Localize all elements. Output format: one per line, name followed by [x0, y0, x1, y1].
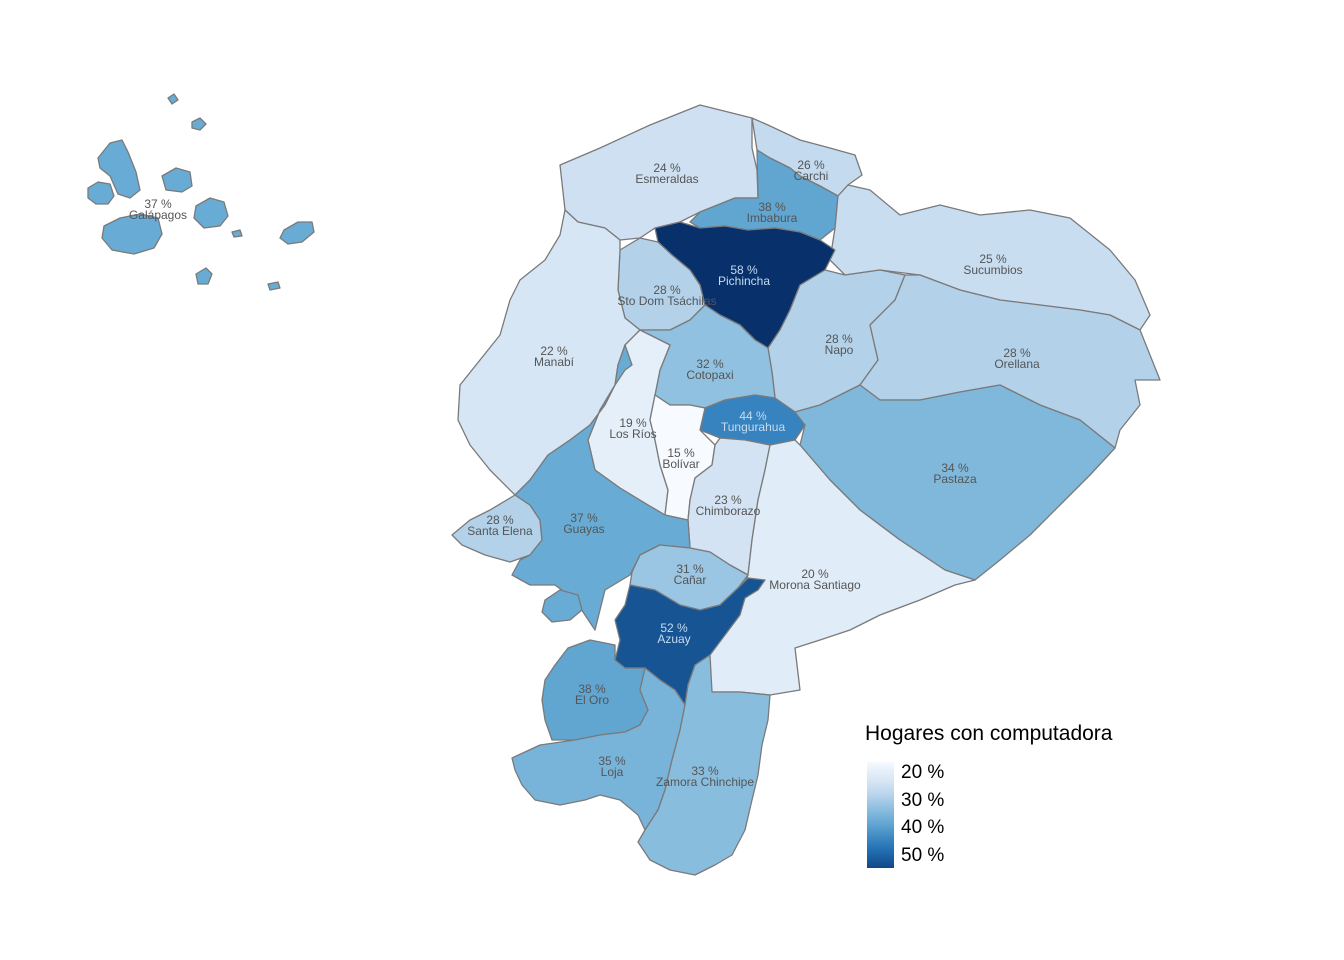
province-value-label-cotopaxi: 32 % — [696, 357, 724, 371]
province-name-label-pastaza: Pastaza — [933, 472, 977, 486]
province-shape-guayas — [511, 344, 691, 631]
legend-title: Hogares con computadora — [865, 722, 1113, 745]
province-guayas — [511, 344, 691, 631]
province-shape-galapagos — [193, 197, 229, 229]
province-name-label-galapagos: Galápagos — [129, 208, 187, 222]
province-shape-galapagos — [191, 117, 207, 131]
province-tungurahua — [699, 394, 806, 446]
province-shape-galapagos — [161, 167, 193, 193]
province-shape-zamora — [637, 654, 771, 876]
province-shape-galapagos — [97, 139, 141, 199]
province-name-label-orellana: Orellana — [994, 357, 1040, 371]
province-shape-galapagos — [101, 213, 163, 255]
province-value-label-bolivar: 15 % — [667, 446, 695, 460]
province-shape-galapagos — [87, 181, 115, 205]
province-value-label-pichincha: 58 % — [730, 263, 758, 277]
province-value-label-guayas: 37 % — [570, 511, 598, 525]
province-zamora — [637, 654, 771, 876]
province-value-label-loja: 35 % — [598, 754, 626, 768]
province-name-label-manabi: Manabí — [534, 355, 575, 369]
province-value-label-zamora: 33 % — [691, 764, 719, 778]
legend-tick-label: 30 % — [901, 789, 945, 811]
legend-color-bar — [867, 762, 894, 868]
province-name-label-loja: Loja — [601, 765, 624, 779]
province-value-label-orellana: 28 % — [1003, 346, 1031, 360]
province-value-label-los-rios: 19 % — [619, 416, 647, 430]
province-value-label-esmeraldas: 24 % — [653, 161, 681, 175]
province-name-label-morona: Morona Santiago — [769, 578, 861, 592]
province-name-label-cotopaxi: Cotopaxi — [686, 368, 733, 382]
province-shape-galapagos — [195, 267, 213, 285]
province-value-label-galapagos: 37 % — [144, 197, 172, 211]
legend-tick-label: 20 % — [901, 762, 945, 784]
province-name-label-el-oro: El Oro — [575, 693, 609, 707]
province-shape-galapagos — [267, 281, 281, 291]
province-name-label-napo: Napo — [825, 343, 854, 357]
province-name-label-guayas: Guayas — [563, 522, 604, 536]
province-value-label-canar: 31 % — [676, 562, 704, 576]
province-value-label-carchi: 26 % — [797, 158, 825, 172]
province-name-label-chimborazo: Chimborazo — [696, 504, 761, 518]
province-name-label-azuay: Azuay — [657, 632, 690, 646]
legend-tick-label: 50 % — [901, 844, 945, 866]
province-name-label-santa-elena: Santa Elena — [467, 524, 533, 538]
province-shape-tungurahua — [699, 394, 806, 446]
province-value-label-sto-dom: 28 % — [653, 283, 681, 297]
province-name-label-los-rios: Los Ríos — [609, 427, 656, 441]
province-name-label-imbabura: Imbabura — [747, 211, 798, 225]
province-value-label-azuay: 52 % — [660, 621, 688, 635]
province-name-label-zamora: Zamora Chinchipe — [656, 775, 754, 789]
legend-tick-label: 40 % — [901, 817, 945, 839]
province-value-label-sucumbios: 25 % — [979, 252, 1007, 266]
province-name-label-tungurahua: Tungurahua — [721, 420, 786, 434]
province-shape-galapagos — [231, 229, 243, 238]
province-value-label-napo: 28 % — [825, 332, 853, 346]
province-name-label-sto-dom: Sto Dom Tsáchilas — [617, 294, 716, 308]
province-value-label-imbabura: 38 % — [758, 200, 786, 214]
province-name-label-esmeraldas: Esmeraldas — [635, 172, 698, 186]
province-name-label-carchi: Carchi — [794, 169, 829, 183]
province-value-label-pastaza: 34 % — [941, 461, 969, 475]
province-galapagos — [87, 93, 315, 291]
province-shape-galapagos — [279, 221, 315, 245]
province-name-label-sucumbios: Sucumbios — [963, 263, 1022, 277]
province-name-label-pichincha: Pichincha — [718, 274, 770, 288]
province-shape-galapagos — [167, 93, 179, 105]
province-value-label-el-oro: 38 % — [578, 682, 606, 696]
province-shape-guayas — [541, 589, 583, 623]
province-value-label-chimborazo: 23 % — [714, 493, 742, 507]
province-value-label-morona: 20 % — [801, 567, 829, 581]
province-value-label-tungurahua: 44 % — [739, 409, 767, 423]
province-value-label-santa-elena: 28 % — [486, 513, 514, 527]
province-value-label-manabi: 22 % — [540, 344, 568, 358]
province-name-label-bolivar: Bolívar — [662, 457, 699, 471]
province-name-label-canar: Cañar — [674, 573, 707, 587]
